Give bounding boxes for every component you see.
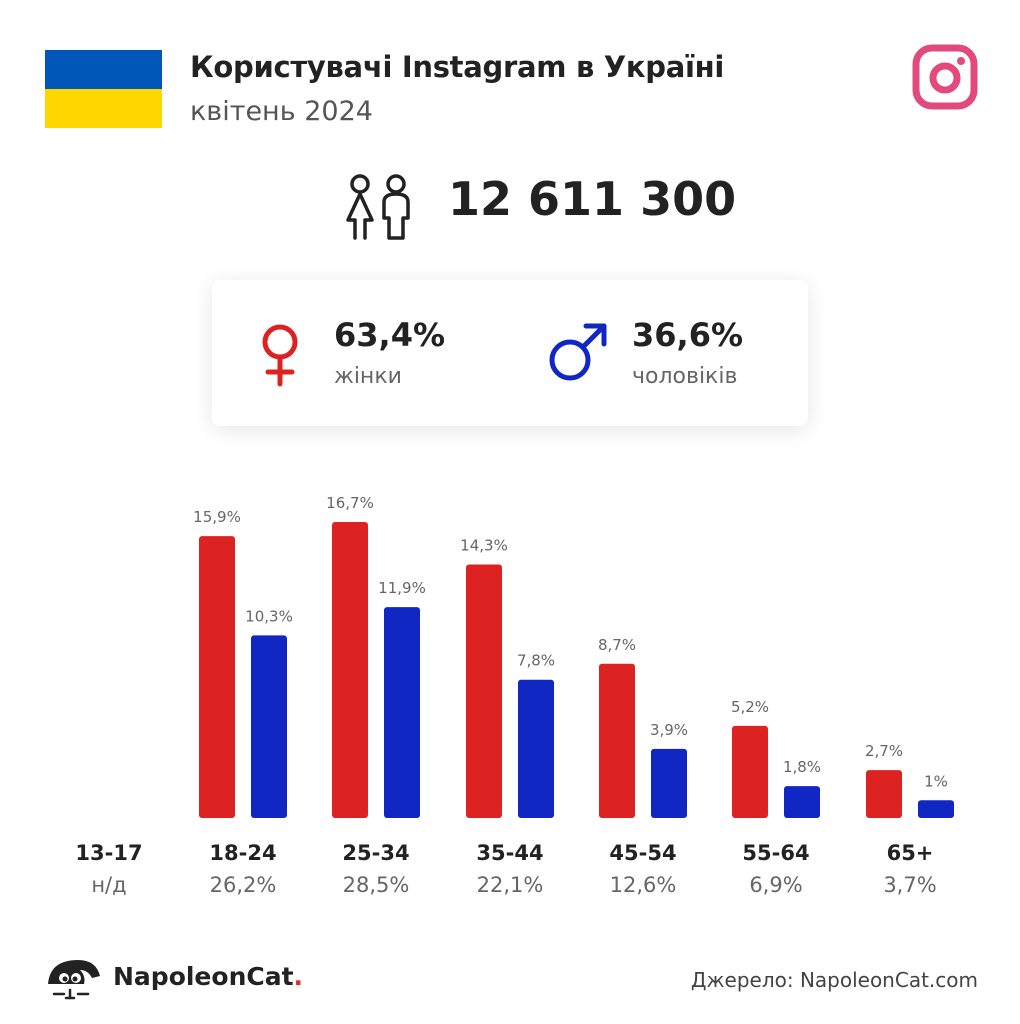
bar-male-25-34: [384, 607, 420, 818]
category-total-18-24: 26,2%: [210, 873, 277, 897]
female-icon: [262, 324, 298, 387]
category-total-35-44: 22,1%: [477, 873, 544, 897]
bar-female-18-24: [199, 536, 235, 818]
bar-male-18-24: [251, 635, 287, 818]
category-total-65+: 3,7%: [883, 873, 936, 897]
age-gender-bar-chart: 13-17 н/д 15,9% 10,3% 18-24 26,2% 16,7% 11,9% 25…: [75, 494, 954, 897]
brand-name: NapoleonCat.: [113, 962, 304, 991]
instagram-icon: [912, 44, 978, 110]
gender-split-card: 63,4% жінки 36,6% чоловіків: [212, 280, 808, 426]
data-label-male-18-24: 10,3%: [245, 607, 293, 625]
bar-male-45-54: [651, 748, 687, 818]
category-label-25-34: 25-34: [342, 841, 409, 865]
data-label-male-55-64: 1,8%: [783, 758, 821, 776]
data-label-female-18-24: 15,9%: [193, 508, 241, 526]
data-label-female-65+: 2,7%: [865, 742, 903, 760]
category-label-45-54: 45-54: [609, 841, 676, 865]
female-percent: 63,4%: [334, 316, 446, 354]
category-label-18-24: 18-24: [209, 841, 276, 865]
category-label-55-64: 55-64: [742, 841, 809, 865]
page-title: Користувачі Instagram в Україні: [190, 50, 724, 84]
category-label-65+: 65+: [887, 841, 934, 865]
data-label-male-35-44: 7,8%: [517, 652, 555, 670]
male-percent: 36,6%: [632, 316, 744, 354]
data-label-male-45-54: 3,9%: [650, 721, 688, 739]
male-label: чоловіків: [632, 364, 738, 389]
category-total-25-34: 28,5%: [343, 873, 410, 897]
source-note: Джерело: NapoleonCat.com: [690, 968, 978, 992]
category-label-13-17: 13-17: [75, 841, 142, 865]
page-subtitle: квітень 2024: [190, 96, 373, 127]
bar-female-65+: [866, 770, 902, 818]
bar-female-45-54: [599, 663, 635, 818]
category-total-45-54: 12,6%: [610, 873, 677, 897]
bar-female-55-64: [732, 725, 768, 818]
female-label: жінки: [334, 364, 402, 389]
total-users-value: 12 611 300: [448, 172, 737, 226]
napoleoncat-logo-icon: [48, 960, 100, 1000]
data-label-female-25-34: 16,7%: [326, 494, 374, 512]
bar-male-55-64: [784, 786, 820, 818]
data-label-female-45-54: 8,7%: [598, 636, 636, 654]
data-label-female-35-44: 14,3%: [460, 537, 508, 555]
bar-male-35-44: [518, 679, 554, 818]
category-label-35-44: 35-44: [476, 841, 543, 865]
people-icon: [346, 174, 410, 240]
category-total-13-17: н/д: [91, 873, 126, 897]
bar-female-25-34: [332, 522, 368, 818]
data-label-female-55-64: 5,2%: [731, 698, 769, 716]
bar-male-65+: [918, 800, 954, 818]
category-total-55-64: 6,9%: [749, 873, 802, 897]
data-label-male-25-34: 11,9%: [378, 579, 426, 597]
data-label-male-65+: 1%: [924, 772, 948, 790]
bar-female-35-44: [466, 564, 502, 818]
male-icon: [549, 323, 607, 381]
ukraine-flag-icon: [45, 50, 162, 128]
